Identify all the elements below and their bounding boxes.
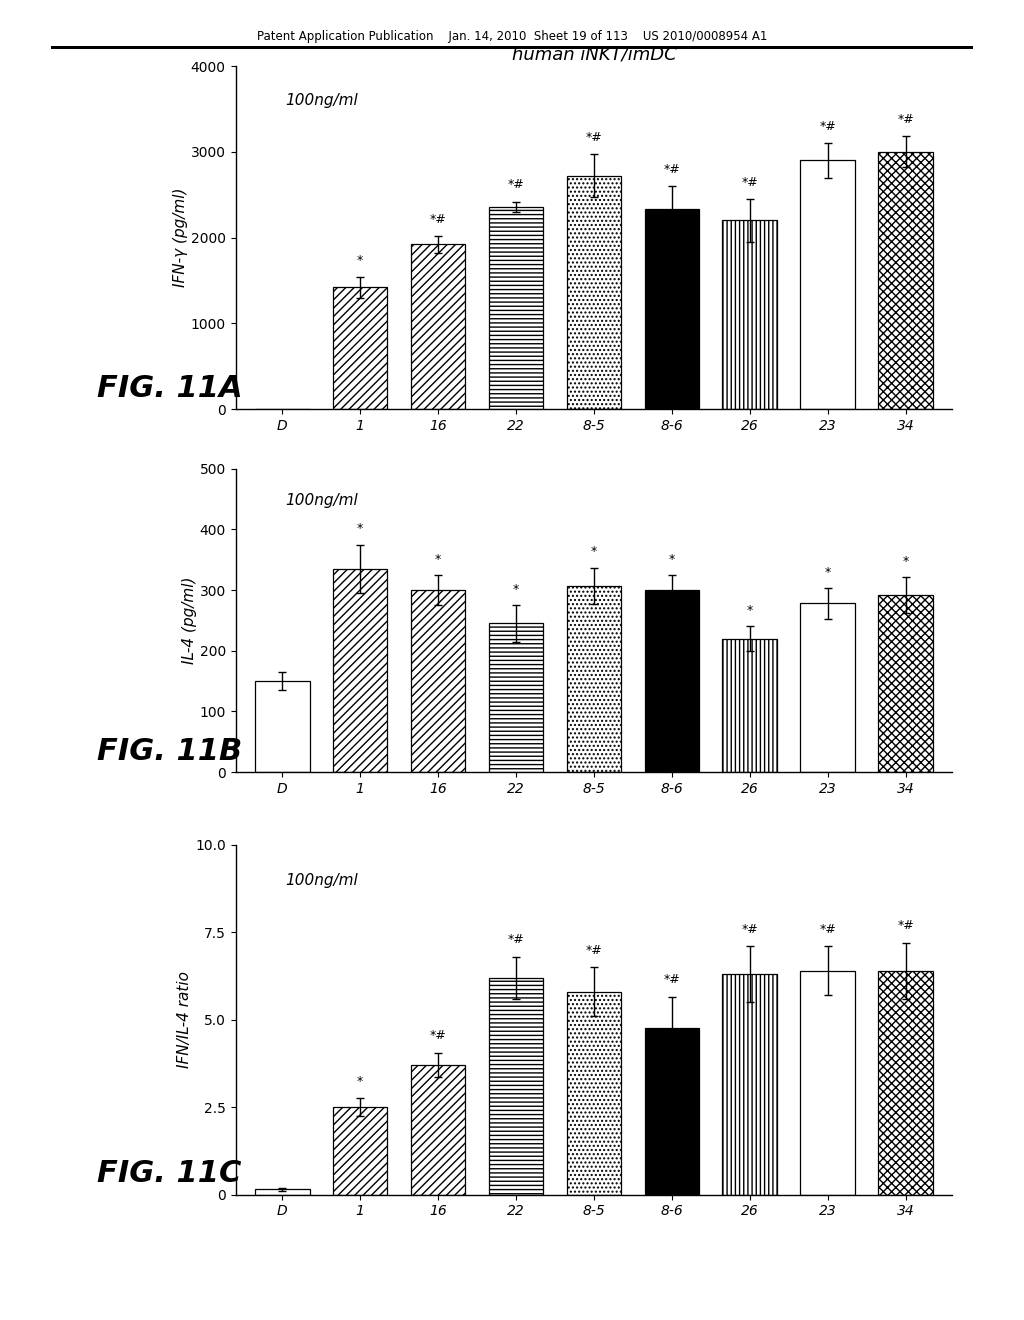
Bar xyxy=(566,586,622,772)
Bar xyxy=(879,595,933,772)
Text: *#: *# xyxy=(741,923,758,936)
Bar xyxy=(879,970,933,1195)
Bar xyxy=(801,603,855,772)
Title: human iNKT/imDC: human iNKT/imDC xyxy=(512,45,676,63)
Text: *#: *# xyxy=(586,944,602,957)
Text: *#: *# xyxy=(819,120,836,133)
Y-axis label: IFN/IL-4 ratio: IFN/IL-4 ratio xyxy=(177,972,193,1068)
Text: 100ng/ml: 100ng/ml xyxy=(286,94,358,108)
Text: *#: *# xyxy=(508,933,524,946)
Text: *: * xyxy=(513,583,519,597)
Bar xyxy=(644,590,699,772)
Bar xyxy=(723,974,777,1195)
Text: *#: *# xyxy=(430,213,446,226)
Bar xyxy=(411,244,465,409)
Bar xyxy=(723,639,777,772)
Bar xyxy=(566,991,622,1195)
Bar xyxy=(411,590,465,772)
Bar xyxy=(566,176,622,409)
Bar xyxy=(333,1107,387,1195)
Text: Patent Application Publication    Jan. 14, 2010  Sheet 19 of 113    US 2010/0008: Patent Application Publication Jan. 14, … xyxy=(257,30,767,44)
Bar xyxy=(879,152,933,409)
Bar xyxy=(488,978,544,1195)
Text: *: * xyxy=(746,605,753,618)
Bar xyxy=(801,970,855,1195)
Bar xyxy=(801,161,855,409)
Bar xyxy=(255,681,309,772)
Text: *: * xyxy=(357,523,364,536)
Text: *#: *# xyxy=(586,131,602,144)
Text: 100ng/ml: 100ng/ml xyxy=(286,492,358,508)
Text: *: * xyxy=(591,545,597,558)
Text: *: * xyxy=(824,566,830,579)
Bar xyxy=(644,210,699,409)
Y-axis label: IFN-γ (pg/ml): IFN-γ (pg/ml) xyxy=(173,187,187,288)
Bar xyxy=(333,569,387,772)
Bar xyxy=(255,1189,309,1195)
Text: FIG. 11C: FIG. 11C xyxy=(97,1159,242,1188)
Text: *: * xyxy=(357,1074,364,1088)
Text: *#: *# xyxy=(897,114,914,125)
Text: *: * xyxy=(669,553,675,566)
Text: *: * xyxy=(435,553,441,566)
Text: *: * xyxy=(902,554,908,568)
Y-axis label: IL-4 (pg/ml): IL-4 (pg/ml) xyxy=(181,577,197,664)
Text: *#: *# xyxy=(819,923,836,936)
Text: FIG. 11A: FIG. 11A xyxy=(97,374,243,403)
Bar xyxy=(723,220,777,409)
Text: *#: *# xyxy=(664,162,680,176)
Bar xyxy=(644,1028,699,1195)
Bar xyxy=(488,623,544,772)
Bar xyxy=(488,207,544,409)
Text: *#: *# xyxy=(430,1030,446,1043)
Text: 100ng/ml: 100ng/ml xyxy=(286,873,358,888)
Bar xyxy=(333,288,387,409)
Text: *#: *# xyxy=(741,176,758,189)
Text: *#: *# xyxy=(897,919,914,932)
Text: *#: *# xyxy=(664,973,680,986)
Text: *: * xyxy=(357,253,364,267)
Bar xyxy=(411,1065,465,1195)
Text: *#: *# xyxy=(508,178,524,191)
Text: FIG. 11B: FIG. 11B xyxy=(97,737,243,766)
